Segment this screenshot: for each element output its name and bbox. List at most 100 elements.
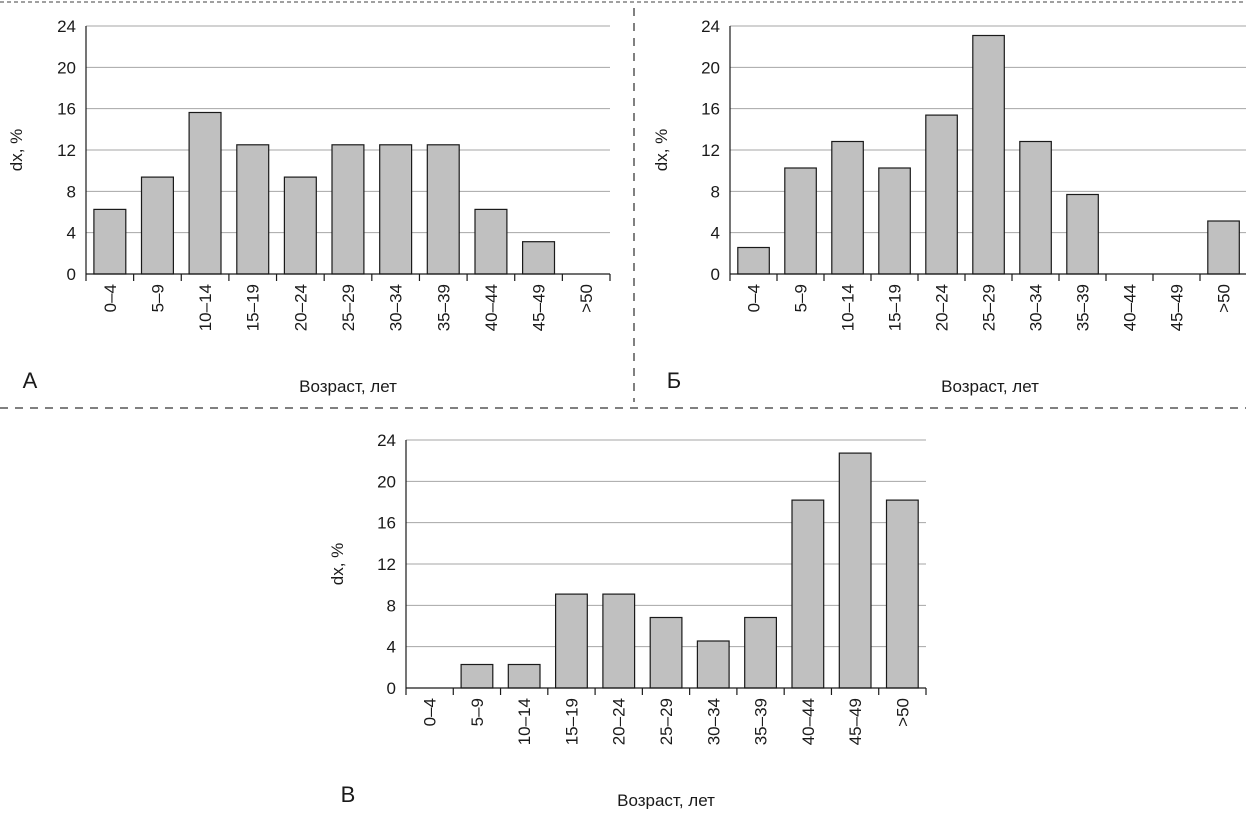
bar	[426, 144, 460, 275]
y-tick-label: 24	[57, 17, 76, 36]
x-tick-label: >50	[1215, 284, 1234, 313]
chart-panel-v: 0 4 8 12 16 20 24 0–4 5–9 10–14 15–19 20–24 25–29 30…	[328, 431, 927, 810]
x-tick-label: 15–19	[562, 698, 581, 745]
y-tick-labels: 0 4 8 12 16 20 24	[701, 17, 720, 284]
x-tick-label: 10–14	[196, 284, 215, 331]
y-tick-label: 4	[387, 638, 396, 657]
y-tick-label: 8	[711, 182, 720, 201]
bar	[554, 593, 588, 689]
y-tick-label: 20	[57, 58, 76, 77]
y-axis-label: dx, %	[7, 129, 26, 172]
x-tick-label: 20–24	[610, 698, 629, 745]
x-tick-label: 25–29	[657, 698, 676, 745]
x-tick-label: >50	[577, 284, 596, 313]
y-tick-label: 8	[387, 596, 396, 615]
x-tick-label: 25–29	[980, 284, 999, 331]
y-tick-label: 0	[387, 679, 396, 698]
bar	[784, 167, 817, 275]
x-tick-label: 30–34	[1027, 284, 1046, 331]
bar	[1207, 220, 1240, 275]
bar	[1019, 140, 1052, 275]
x-tick-labels: 0–4 5–9 10–14 15–19 20–24 25–29 30–34 35–39 40–4…	[421, 698, 913, 745]
x-axis-label: Возраст, лет	[941, 377, 1039, 396]
bars	[93, 111, 556, 275]
axes	[405, 440, 927, 695]
x-tick-label: 20–24	[933, 284, 952, 331]
panel-letter: Б	[667, 368, 681, 393]
bar	[838, 452, 872, 689]
bar	[925, 114, 958, 275]
x-tick-label: 45–49	[1168, 284, 1187, 331]
x-tick-label: >50	[893, 698, 912, 727]
panel-letter: В	[341, 782, 356, 807]
y-tick-label: 0	[711, 265, 720, 284]
x-tick-label: 5–9	[792, 284, 811, 312]
bar	[1066, 193, 1099, 275]
y-axis-label: dx, %	[652, 129, 671, 172]
y-tick-label: 24	[701, 17, 720, 36]
y-tick-label: 12	[377, 555, 396, 574]
bar	[236, 144, 270, 275]
x-tick-label: 35–39	[1074, 284, 1093, 331]
bar	[140, 176, 174, 275]
bar	[878, 167, 911, 275]
bars	[737, 34, 1240, 275]
x-tick-label: 20–24	[291, 284, 310, 331]
y-tick-labels: 0 4 8 12 16 20 24	[57, 17, 76, 284]
chart-panel-b: 0 4 8 12 16 20 24 0–4 5–9 10–14 15–19 20–24 25–29 30…	[652, 17, 1246, 396]
axes	[729, 26, 1246, 281]
bar	[521, 241, 556, 275]
y-tick-label: 8	[67, 182, 76, 201]
x-tick-label: 15–19	[244, 284, 263, 331]
x-tick-label: 0–4	[421, 698, 440, 726]
y-tick-label: 4	[711, 224, 720, 243]
bar	[649, 616, 683, 689]
bar	[791, 499, 825, 689]
bar	[474, 208, 508, 275]
x-axis-label: Возраст, лет	[299, 377, 397, 396]
x-tick-label: 35–39	[752, 698, 771, 745]
x-tick-label: 25–29	[339, 284, 358, 331]
bar	[507, 663, 541, 689]
axes	[85, 26, 611, 281]
bar	[737, 246, 770, 275]
y-tick-label: 16	[377, 514, 396, 533]
bar	[602, 593, 636, 689]
bar	[696, 640, 730, 689]
y-tick-label: 16	[701, 100, 720, 119]
y-tick-label: 4	[67, 224, 76, 243]
x-tick-label: 40–44	[482, 284, 501, 331]
y-axis-label: dx, %	[328, 543, 347, 586]
y-tick-label: 24	[377, 431, 396, 450]
panel-letter: А	[23, 368, 38, 393]
y-tick-label: 12	[57, 141, 76, 160]
x-tick-label: 30–34	[704, 698, 723, 745]
x-tick-labels: 0–4 5–9 10–14 15–19 20–24 25–29 30–34 35–39 40–4…	[101, 284, 596, 331]
bar	[283, 176, 317, 275]
x-tick-label: 40–44	[799, 698, 818, 745]
y-tick-label: 20	[377, 472, 396, 491]
x-tick-label: 45–49	[530, 284, 549, 331]
y-tick-label: 0	[67, 265, 76, 284]
y-tick-label: 20	[701, 58, 720, 77]
x-tick-labels: 0–4 5–9 10–14 15–19 20–24 25–29 30–34 35–39 40–4…	[745, 284, 1234, 331]
bar	[744, 616, 778, 689]
x-tick-label: 10–14	[515, 698, 534, 745]
panel-dividers	[0, 1, 1246, 409]
x-tick-label: 5–9	[148, 284, 167, 312]
bar	[188, 111, 222, 275]
bar	[331, 144, 365, 275]
bar	[885, 499, 919, 689]
chart-panel-a: 0 4 8 12 16 20 24 0–4 5–9 10–14 15–19 20–24 25–29 30…	[7, 17, 611, 396]
y-tick-label: 12	[701, 141, 720, 160]
bars	[460, 452, 919, 689]
x-tick-label: 35–39	[434, 284, 453, 331]
x-tick-label: 15–19	[886, 284, 905, 331]
bar	[379, 144, 413, 275]
x-tick-label: 30–34	[387, 284, 406, 331]
x-tick-label: 0–4	[745, 284, 764, 312]
x-axis-label: Возраст, лет	[617, 791, 715, 809]
x-tick-label: 45–49	[846, 698, 865, 745]
